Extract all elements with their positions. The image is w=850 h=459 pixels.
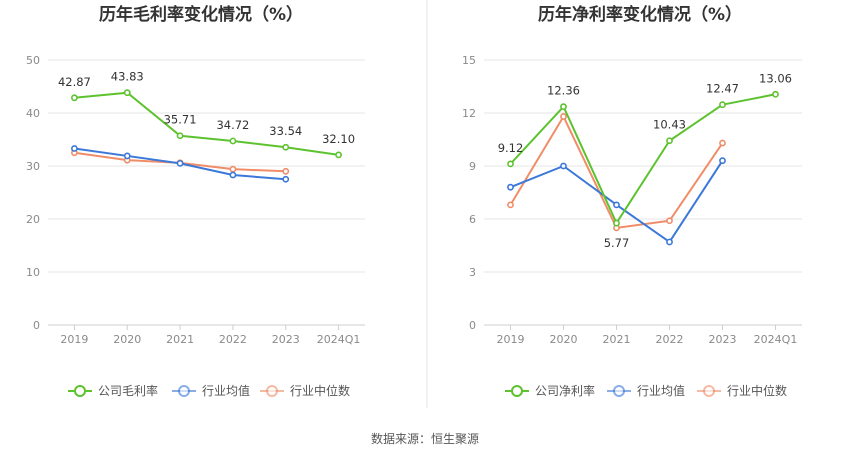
- legend-label: 公司毛利率: [98, 383, 158, 398]
- x-tick-label: 2021: [166, 333, 194, 346]
- data-point: [613, 219, 620, 227]
- data-point: [71, 145, 78, 152]
- x-tick-label: 2021: [603, 333, 631, 346]
- data-point: [560, 103, 567, 111]
- data-source-text: 数据来源：恒生聚源: [371, 431, 479, 446]
- data-label: 12.36: [547, 84, 580, 98]
- data-label: 9.12: [498, 141, 524, 155]
- x-tick-label: 2020: [113, 333, 141, 346]
- data-point: [229, 165, 237, 173]
- y-tick-label: 50: [26, 54, 40, 67]
- data-point: [719, 157, 726, 165]
- data-label: 32.10: [322, 132, 355, 146]
- data-point: [282, 167, 290, 175]
- data-point: [176, 132, 184, 140]
- x-tick-label: 2023: [272, 333, 300, 346]
- x-tick-label: 2020: [550, 333, 578, 346]
- y-tick-label: 30: [26, 160, 40, 173]
- series-line-1: [509, 93, 776, 225]
- legend-marker-icon: [613, 385, 625, 397]
- data-point: [229, 171, 237, 179]
- y-tick-label: 10: [26, 266, 40, 279]
- y-tick-label: 15: [462, 54, 476, 67]
- data-point: [560, 113, 567, 120]
- legend-label: 行业均值: [637, 383, 685, 398]
- data-point: [282, 175, 290, 183]
- legend-label: 行业中位数: [290, 383, 350, 398]
- x-tick-label: 2022: [656, 333, 684, 346]
- x-tick-label: 2022: [219, 333, 247, 346]
- y-tick-label: 0: [469, 319, 476, 332]
- legend-label: 行业均值: [202, 383, 250, 398]
- data-point: [123, 89, 131, 97]
- y-tick-label: 0: [33, 319, 40, 332]
- data-point: [613, 201, 620, 209]
- y-tick-label: 3: [469, 266, 476, 279]
- legend-marker-icon: [511, 385, 523, 397]
- y-tick-label: 12: [462, 107, 476, 120]
- chart-panel-2: 历年净利率变化情况（%） 0 3 6 9 12 15 2019 2020 2021 2022 2023…: [462, 4, 802, 398]
- y-tick-label: 20: [26, 213, 40, 226]
- data-point: [123, 152, 131, 160]
- legend-label: 公司净利率: [535, 383, 595, 398]
- data-point: [71, 94, 78, 102]
- data-point: [719, 139, 726, 147]
- data-point: [229, 137, 237, 145]
- legend-marker-icon: [74, 385, 86, 397]
- series-line-1: [74, 91, 339, 156]
- legend-label: 行业中位数: [727, 383, 787, 398]
- data-label: 12.47: [706, 82, 739, 96]
- data-point: [666, 238, 673, 246]
- data-point: [666, 217, 673, 225]
- x-tick-label: 2024Q1: [754, 333, 798, 346]
- data-label: 13.06: [759, 71, 792, 85]
- legend-marker-icon: [703, 385, 715, 397]
- y-tick-label: 40: [26, 107, 40, 120]
- x-tick-label: 2019: [497, 333, 525, 346]
- data-point: [666, 137, 673, 145]
- data-point: [335, 151, 342, 159]
- x-tick-label: 2019: [60, 333, 88, 346]
- data-point: [719, 101, 726, 109]
- chart-panel-1: 历年毛利率变化情况（%） 0 10 20 30 40 50 2019 2020 2021 2022 2…: [26, 4, 365, 398]
- legend-marker-icon: [178, 385, 190, 397]
- y-tick-label: 6: [469, 213, 476, 226]
- y-tick-label: 9: [469, 160, 476, 173]
- data-label: 34.72: [216, 118, 249, 132]
- data-point: [507, 183, 514, 191]
- data-label: 5.77: [604, 236, 630, 250]
- legend-marker-icon: [266, 385, 278, 397]
- chart-title: 历年毛利率变化情况（%）: [99, 4, 303, 25]
- data-point: [560, 162, 567, 170]
- data-label: 43.83: [111, 70, 144, 84]
- data-point: [772, 90, 779, 98]
- x-tick-label: 2024Q1: [317, 333, 361, 346]
- data-point: [282, 143, 290, 151]
- data-label: 33.54: [269, 124, 302, 138]
- chart-title: 历年净利率变化情况（%）: [538, 4, 742, 25]
- data-label: 10.43: [653, 118, 686, 132]
- x-tick-label: 2023: [709, 333, 737, 346]
- data-label: 35.71: [164, 113, 197, 127]
- data-point: [507, 160, 514, 168]
- data-point: [176, 159, 184, 167]
- data-point: [507, 201, 514, 209]
- data-label: 42.87: [58, 75, 91, 89]
